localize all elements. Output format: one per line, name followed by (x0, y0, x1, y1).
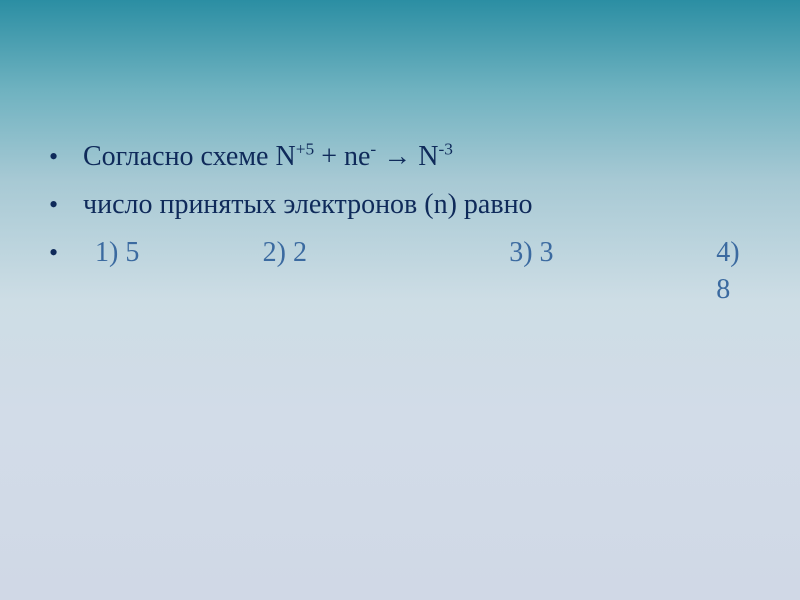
options-line: 1) 5 2) 2 3) 3 4) 8 (83, 234, 760, 310)
line-2: число принятых электронов (n) равно (83, 186, 533, 224)
line-1: Согласно схеме N+5 + ne- → N-3 (83, 138, 453, 176)
bullet-row-3: • 1) 5 2) 2 3) 3 4) 8 (45, 234, 760, 310)
line1-sup3: -3 (438, 140, 452, 159)
option-1: 1) 5 (95, 234, 263, 310)
option-2: 2) 2 (263, 234, 510, 310)
slide: • Согласно схеме N+5 + ne- → N-3 • число… (0, 0, 800, 600)
line1-mid: + ne (314, 141, 370, 172)
bullet-icon: • (45, 144, 83, 170)
line1-arrow: → N (376, 141, 438, 172)
option-4: 4) 8 (716, 234, 760, 310)
bullet-row-1: • Согласно схеме N+5 + ne- → N-3 (45, 138, 760, 176)
bullet-icon: • (45, 240, 83, 266)
line1-prefix: Согласно схеме N (83, 141, 296, 172)
bullet-icon: • (45, 192, 83, 218)
line1-sup1: +5 (296, 140, 314, 159)
bullet-row-2: • число принятых электронов (n) равно (45, 186, 760, 224)
option-3: 3) 3 (509, 234, 716, 310)
